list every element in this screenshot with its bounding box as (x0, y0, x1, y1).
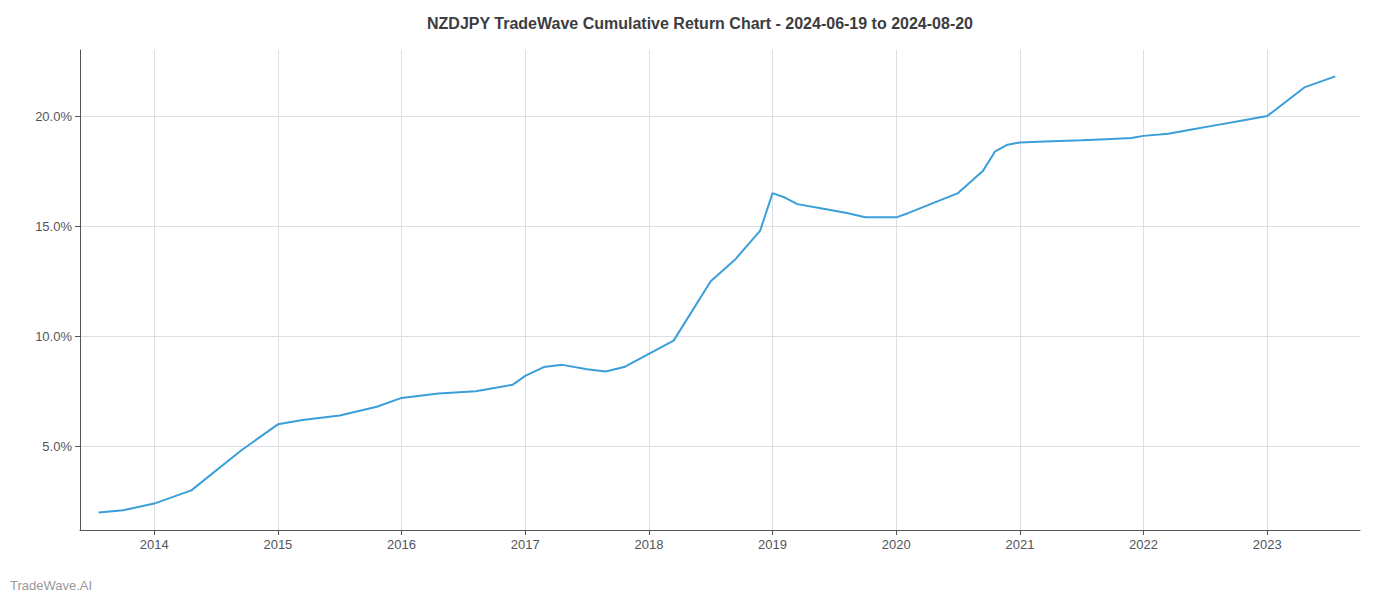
svg-text:2017: 2017 (511, 537, 540, 552)
svg-text:2014: 2014 (140, 537, 169, 552)
svg-text:20.0%: 20.0% (35, 109, 72, 124)
svg-text:2018: 2018 (634, 537, 663, 552)
svg-text:NZDJPY TradeWave Cumulative Re: NZDJPY TradeWave Cumulative Return Chart… (427, 15, 973, 32)
svg-text:2023: 2023 (1253, 537, 1282, 552)
svg-text:2022: 2022 (1129, 537, 1158, 552)
svg-text:2020: 2020 (882, 537, 911, 552)
svg-text:15.0%: 15.0% (35, 219, 72, 234)
svg-text:2019: 2019 (758, 537, 787, 552)
svg-text:2021: 2021 (1005, 537, 1034, 552)
svg-text:5.0%: 5.0% (42, 439, 72, 454)
svg-text:2016: 2016 (387, 537, 416, 552)
svg-text:TradeWave.AI: TradeWave.AI (10, 578, 92, 593)
svg-text:10.0%: 10.0% (35, 329, 72, 344)
svg-text:2015: 2015 (263, 537, 292, 552)
